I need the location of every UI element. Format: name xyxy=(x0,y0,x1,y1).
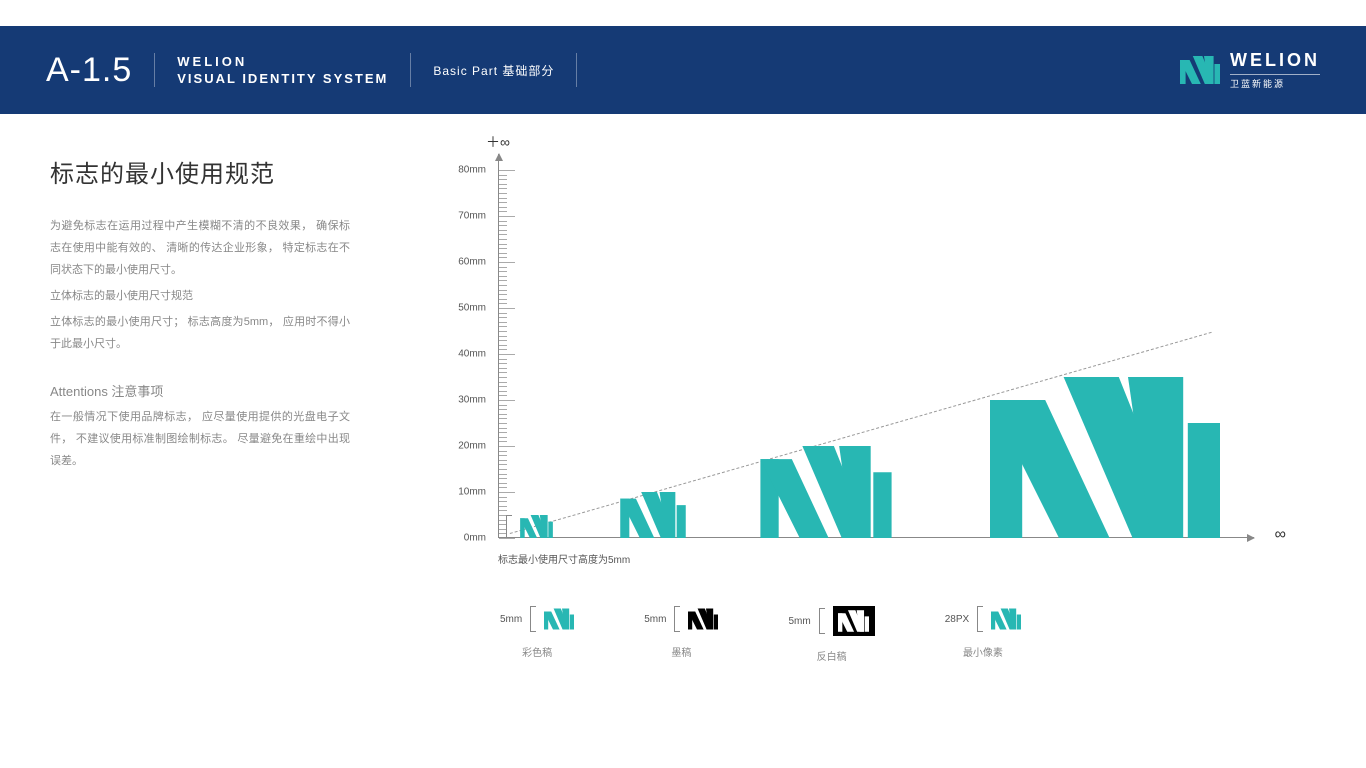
header-title: WELION VISUAL IDENTITY SYSTEM xyxy=(177,54,388,86)
sample-size-label: 5mm xyxy=(644,614,666,625)
header-bar: A-1.5 WELION VISUAL IDENTITY SYSTEM Basi… xyxy=(0,26,1366,114)
brand-wordmark: WELION xyxy=(1230,50,1320,71)
brand-lockup: WELION 卫蓝新能源 xyxy=(1230,50,1320,90)
attention-body: 在一般情况下使用品牌标志， 应尽量使用提供的光盘电子文件， 不建议使用标准制图绘… xyxy=(50,406,350,472)
attention-heading: Attentions 注意事项 xyxy=(50,381,350,400)
intro-para-1: 为避免标志在运用过程中产生模糊不清的不良效果， 确保标志在使用中能有效的、 清晰… xyxy=(50,215,350,281)
y-tick-label: 10mm xyxy=(458,487,486,498)
sample-size-label: 28PX xyxy=(945,614,969,625)
y-tick-label: 70mm xyxy=(458,211,486,222)
sample-caption: 彩色稿 xyxy=(522,644,552,659)
size-bracket-icon xyxy=(819,608,825,634)
y-tick-label: 50mm xyxy=(458,303,486,314)
scale-chart: ＋∞ 0mm10mm20mm30mm40mm50mm60mm70mm80mm ∞… xyxy=(430,154,1260,554)
logo-sample: 5mm 彩色稿 xyxy=(500,606,574,659)
scaled-logo-icon xyxy=(990,377,1220,538)
system-name: VISUAL IDENTITY SYSTEM xyxy=(177,71,388,86)
y-tick-label: 80mm xyxy=(458,165,486,176)
x-axis-infinity: ∞ xyxy=(1275,526,1286,544)
page-body: 标志的最小使用规范 为避免标志在运用过程中产生模糊不清的不良效果， 确保标志在使… xyxy=(0,114,1366,663)
page-code: A-1.5 xyxy=(46,51,132,90)
scaled-logo-icon xyxy=(760,446,892,538)
divider xyxy=(410,53,411,87)
y-tick-label: 40mm xyxy=(458,349,486,360)
sample-size-label: 5mm xyxy=(788,616,810,627)
logo-sample: 28PX 最小像素 xyxy=(945,606,1021,659)
page-title: 标志的最小使用规范 xyxy=(50,154,350,189)
scaled-logo-icon xyxy=(520,515,553,538)
header-right: WELION 卫蓝新能源 xyxy=(1180,50,1320,90)
sidebar: 标志的最小使用规范 为避免标志在运用过程中产生模糊不清的不良效果， 确保标志在使… xyxy=(50,154,350,663)
y-tick-label: 60mm xyxy=(458,257,486,268)
section-label: Basic Part 基础部分 xyxy=(433,62,554,79)
sample-size-label: 5mm xyxy=(500,614,522,625)
logo-sample: 5mm 墨稿 xyxy=(644,606,718,659)
y-tick-label: 0mm xyxy=(464,533,486,544)
chart-footnote: 标志最小使用尺寸高度为5mm xyxy=(498,551,630,566)
divider xyxy=(154,53,155,87)
divider xyxy=(576,53,577,87)
brand-name: WELION xyxy=(177,54,388,69)
y-axis xyxy=(498,154,499,538)
sample-caption: 墨稿 xyxy=(671,644,691,659)
brand-sub: 卫蓝新能源 xyxy=(1230,74,1320,90)
scaled-logo-icon xyxy=(620,492,686,538)
intro-para-3: 立体标志的最小使用尺寸； 标志高度为5mm， 应用时不得小于此最小尺寸。 xyxy=(50,311,350,355)
y-axis-infinity: ＋∞ xyxy=(486,132,510,152)
sample-caption: 最小像素 xyxy=(963,644,1003,659)
sample-row: 5mm 彩色稿 5mm 墨稿 5mm 反白稿 28PX 最小像素 xyxy=(500,606,1316,663)
sample-caption: 反白稿 xyxy=(817,648,847,663)
size-bracket-icon xyxy=(530,606,536,632)
y-axis-ticks xyxy=(499,164,517,534)
y-tick-label: 30mm xyxy=(458,395,486,406)
header-left: A-1.5 WELION VISUAL IDENTITY SYSTEM Basi… xyxy=(46,51,599,90)
min-size-bracket xyxy=(506,515,512,538)
size-bracket-icon xyxy=(977,606,983,632)
main-area: ＋∞ 0mm10mm20mm30mm40mm50mm60mm70mm80mm ∞… xyxy=(350,154,1316,663)
y-tick-label: 20mm xyxy=(458,441,486,452)
logo-sample: 5mm 反白稿 xyxy=(788,606,874,663)
y-axis-labels: 0mm10mm20mm30mm40mm50mm60mm70mm80mm xyxy=(430,164,492,534)
size-bracket-icon xyxy=(674,606,680,632)
intro-para-2: 立体标志的最小使用尺寸规范 xyxy=(50,285,350,307)
